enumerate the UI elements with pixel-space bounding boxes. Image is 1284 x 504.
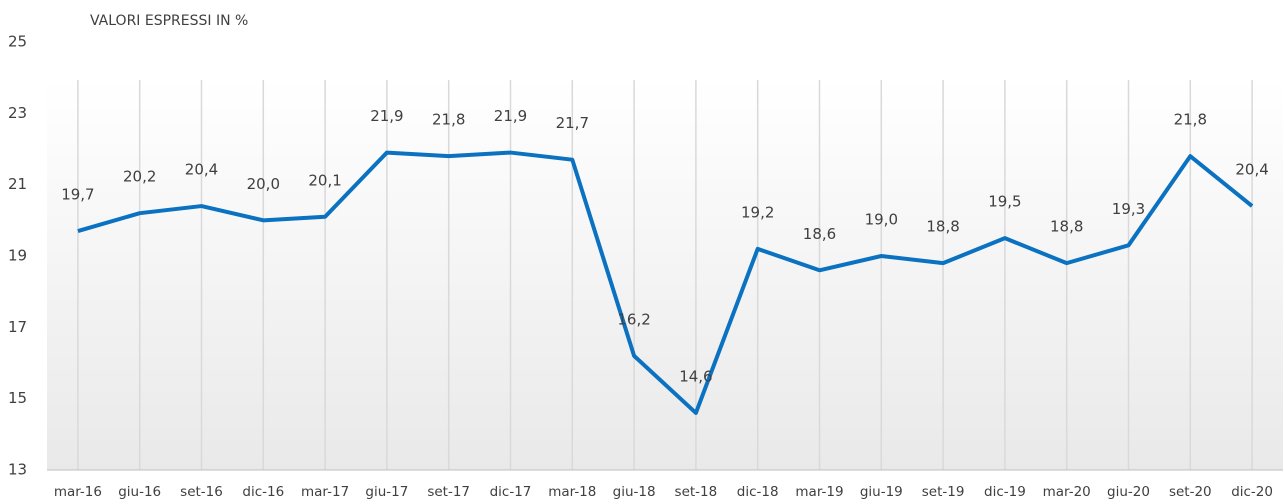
x-tick-label: set-16 xyxy=(180,484,223,500)
data-label: 18,8 xyxy=(1050,218,1083,236)
x-tick-label: mar-18 xyxy=(548,484,596,500)
data-label: 19,5 xyxy=(988,193,1021,211)
chart-title: VALORI ESPRESSI IN % xyxy=(90,13,248,29)
y-tick-label: 21 xyxy=(8,175,27,193)
y-tick-label: 13 xyxy=(8,461,27,479)
y-tick-label: 19 xyxy=(8,247,27,265)
data-label: 14,6 xyxy=(679,367,712,385)
x-tick-label: giu-16 xyxy=(118,484,161,500)
y-tick-label: 23 xyxy=(8,104,27,122)
x-tick-label: dic-20 xyxy=(1231,484,1273,500)
x-tick-label: set-19 xyxy=(922,484,965,500)
data-label: 18,6 xyxy=(803,225,836,243)
data-label: 19,2 xyxy=(741,203,774,221)
x-tick-label: dic-17 xyxy=(490,484,532,500)
y-tick-label: 17 xyxy=(8,318,27,336)
plot-background xyxy=(47,80,1283,470)
x-tick-label: dic-18 xyxy=(737,484,779,500)
data-label: 19,0 xyxy=(865,211,898,229)
x-tick-label: mar-19 xyxy=(795,484,843,500)
x-tick-label: set-17 xyxy=(427,484,470,500)
series-line xyxy=(77,150,1254,415)
x-tick-label: mar-16 xyxy=(54,484,102,500)
x-tick-label: giu-18 xyxy=(613,484,656,500)
x-tick-label: giu-19 xyxy=(860,484,903,500)
data-label: 21,8 xyxy=(432,111,465,129)
data-label: 20,0 xyxy=(247,175,280,193)
data-label: 18,8 xyxy=(926,218,959,236)
data-label: 21,9 xyxy=(370,107,403,125)
x-tick-label: dic-19 xyxy=(984,484,1026,500)
x-tick-label: giu-17 xyxy=(365,484,408,500)
x-tick-label: mar-17 xyxy=(301,484,349,500)
data-label: 20,4 xyxy=(185,161,218,179)
data-label: 16,2 xyxy=(617,310,650,328)
data-label: 21,8 xyxy=(1174,111,1207,129)
data-label: 20,4 xyxy=(1235,161,1268,179)
data-label: 21,7 xyxy=(556,114,589,132)
y-tick-label: 25 xyxy=(8,33,27,51)
x-tick-label: giu-20 xyxy=(1107,484,1150,500)
data-label: 21,9 xyxy=(494,107,527,125)
x-tick-label: set-18 xyxy=(675,484,718,500)
data-label: 19,3 xyxy=(1112,200,1145,218)
data-label: 20,2 xyxy=(123,168,156,186)
data-label: 19,7 xyxy=(61,186,94,204)
x-tick-label: dic-16 xyxy=(242,484,284,500)
x-tick-label: set-20 xyxy=(1169,484,1212,500)
y-tick-label: 15 xyxy=(8,389,27,407)
data-label: 20,1 xyxy=(308,171,341,189)
x-tick-label: mar-20 xyxy=(1043,484,1091,500)
